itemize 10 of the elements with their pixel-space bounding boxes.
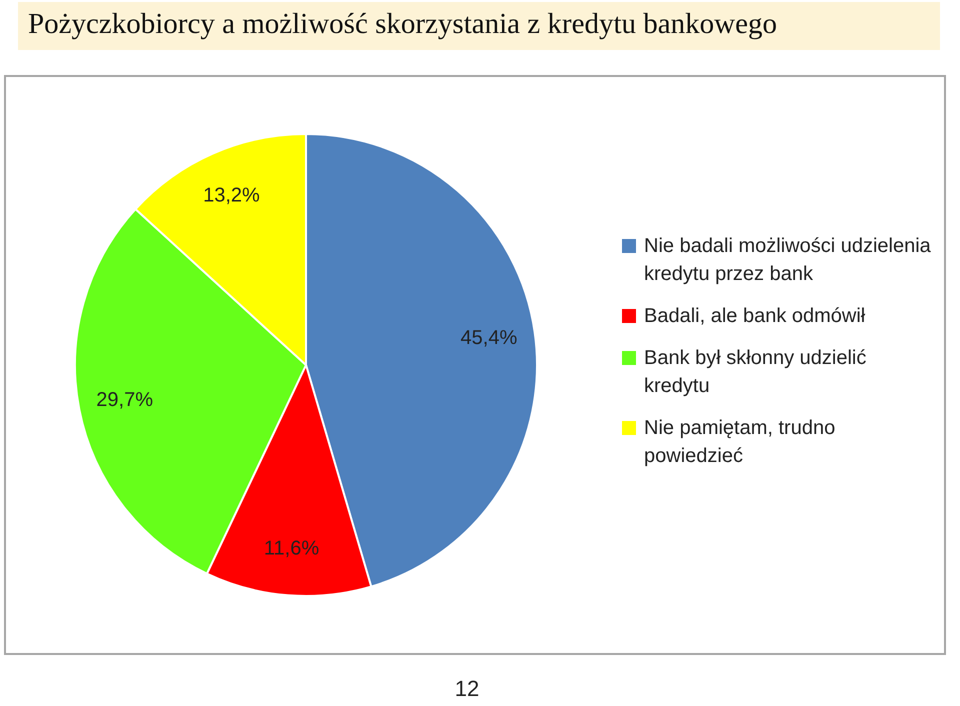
legend-label: Nie pamiętam, trudno powiedzieć	[644, 416, 836, 469]
text: 12	[454, 676, 480, 702]
legend-label: Bank był skłonny udzielić kredytu	[644, 346, 868, 399]
legend-label: Nie badali możliwości udzielenia kredytu przez bank	[644, 234, 932, 287]
data-label: 13,2%	[203, 184, 260, 206]
data-label: 29,7%	[96, 389, 154, 412]
legend-label: Badali, ale bank odmówił	[644, 304, 866, 329]
data-label: 45,4%	[460, 327, 518, 350]
data-label: 11,6%	[264, 538, 320, 560]
chart-title: Pożyczkobiorcy a możliwość skorzystania z kredytu bankowego	[18, 2, 940, 50]
